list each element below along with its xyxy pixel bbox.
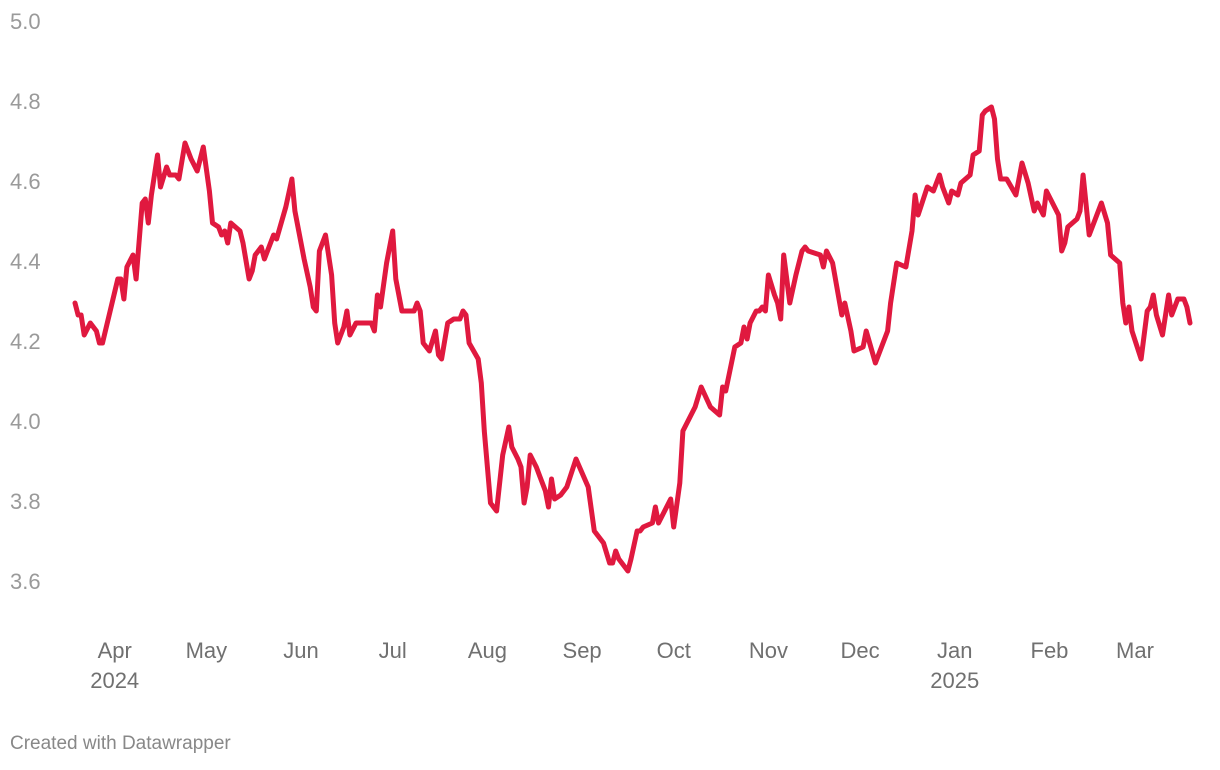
credit: Created with Datawrapper	[10, 733, 231, 754]
x-tick-label: Sep	[562, 638, 602, 663]
x-tick-label: Apr 2024	[90, 638, 140, 693]
x-tick-label: Dec	[840, 638, 880, 663]
x-tick-label: Mar	[1116, 638, 1154, 663]
x-tick-label: Oct	[656, 638, 691, 663]
x-tick-label: Nov	[748, 638, 788, 663]
x-tick-label: May	[185, 638, 228, 663]
y-tick-label: 4.6	[10, 169, 41, 194]
line	[72, 104, 1193, 574]
y-tick-label: 4.8	[10, 89, 41, 114]
y-tick-label: 4.0	[10, 409, 41, 434]
x-tick-label: Jan 2025	[930, 638, 980, 693]
y-tick-label: 4.4	[10, 249, 41, 274]
y-tick-label: 5.0	[10, 9, 41, 34]
x-tick-label: Feb	[1030, 638, 1069, 663]
x-tick-label: Aug	[467, 638, 507, 663]
y-tick-label: 3.8	[10, 489, 41, 514]
y-tick-label: 3.6	[10, 569, 41, 594]
x-tick-label: Jun	[283, 638, 319, 663]
y-tick-label: 4.2	[10, 329, 41, 354]
x-tick-label: Jul	[378, 638, 407, 663]
